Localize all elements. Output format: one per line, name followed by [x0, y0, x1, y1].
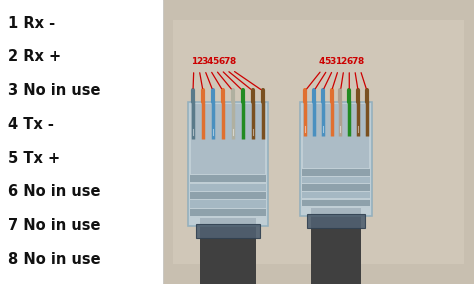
- Bar: [190, 192, 266, 199]
- Text: 4: 4: [207, 57, 213, 66]
- Text: 6: 6: [346, 57, 352, 66]
- Bar: [0, 0, 163, 284]
- Text: 8: 8: [229, 57, 236, 66]
- Bar: [311, 208, 361, 284]
- Bar: [200, 218, 256, 284]
- Text: 7: 7: [352, 57, 358, 66]
- Text: 1 Rx -: 1 Rx -: [8, 16, 55, 30]
- Bar: [190, 201, 266, 208]
- Text: 5: 5: [213, 57, 219, 66]
- Text: 4: 4: [319, 57, 325, 66]
- Bar: [190, 183, 266, 191]
- Text: 3: 3: [329, 57, 336, 66]
- Bar: [163, 0, 474, 284]
- Text: 7 No in use: 7 No in use: [8, 218, 100, 233]
- Bar: [173, 20, 464, 264]
- Bar: [302, 200, 370, 206]
- Bar: [300, 102, 372, 216]
- Bar: [190, 175, 266, 182]
- Text: 5 Tx +: 5 Tx +: [8, 151, 60, 166]
- Bar: [188, 102, 268, 226]
- Bar: [302, 177, 370, 183]
- Text: 4 Tx -: 4 Tx -: [8, 116, 54, 131]
- Text: 2 Rx +: 2 Rx +: [8, 49, 61, 64]
- Text: 6: 6: [218, 57, 224, 66]
- Bar: [302, 169, 370, 176]
- Bar: [303, 104, 369, 168]
- Text: 2: 2: [196, 57, 202, 66]
- Bar: [190, 209, 266, 216]
- Text: 1: 1: [191, 57, 197, 66]
- Text: 6 No in use: 6 No in use: [8, 185, 100, 199]
- Text: 8: 8: [357, 57, 364, 66]
- Bar: [302, 184, 370, 191]
- Text: 3 No in use: 3 No in use: [8, 82, 100, 97]
- Text: 1: 1: [335, 57, 341, 66]
- Text: 2: 2: [341, 57, 347, 66]
- Bar: [191, 104, 265, 174]
- Bar: [302, 192, 370, 199]
- Text: 5: 5: [324, 57, 330, 66]
- Text: 7: 7: [224, 57, 230, 66]
- Text: 8 No in use: 8 No in use: [8, 252, 100, 266]
- Text: 3: 3: [201, 57, 208, 66]
- Bar: [196, 224, 260, 238]
- Bar: [307, 214, 365, 228]
